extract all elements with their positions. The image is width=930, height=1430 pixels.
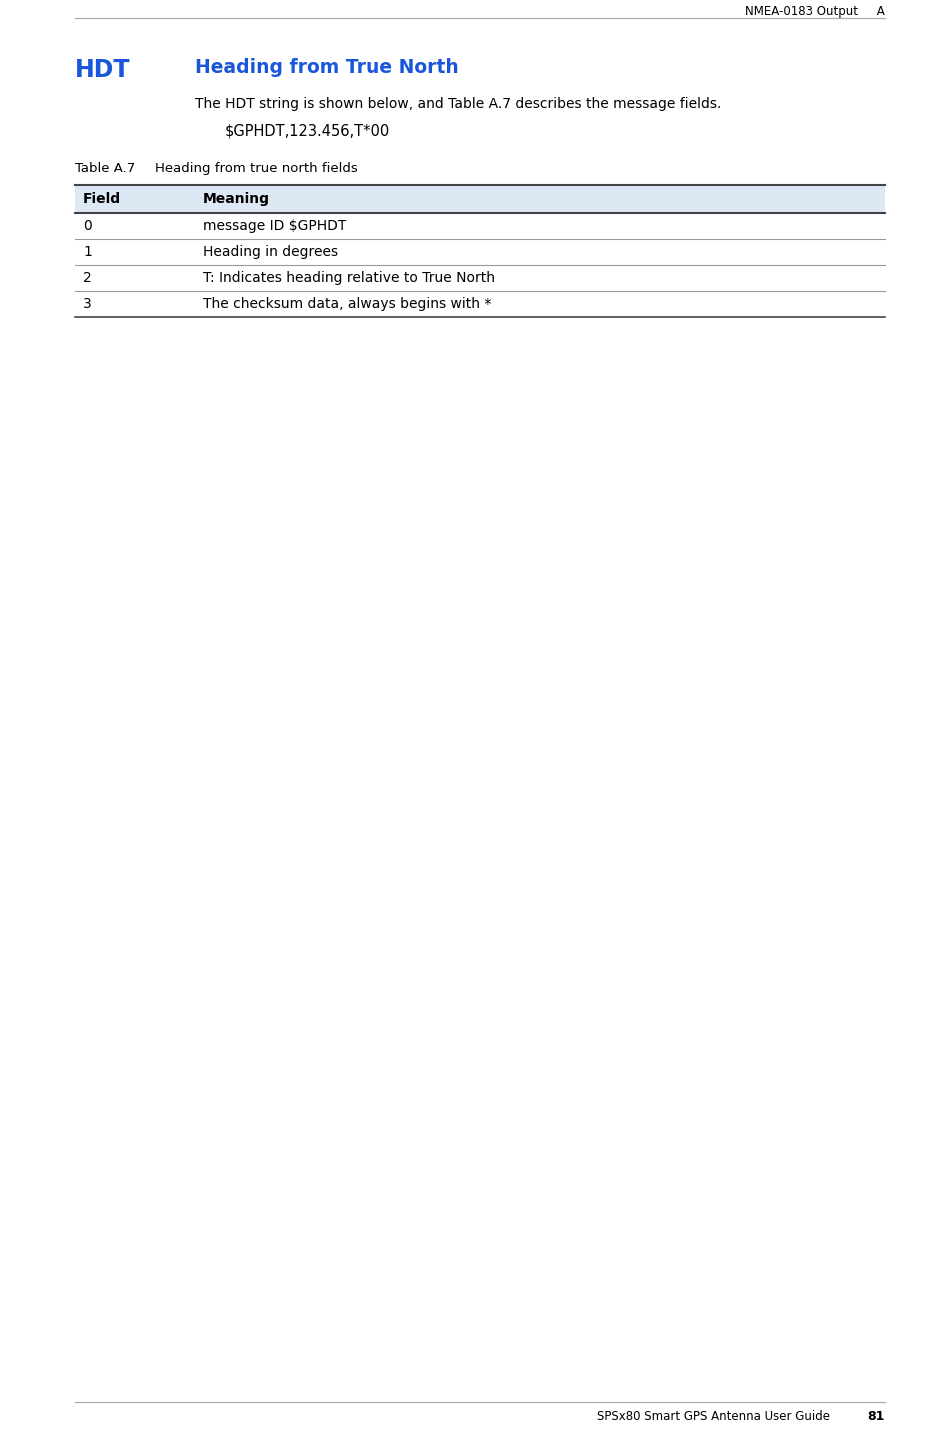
Text: Table A.7: Table A.7 [75, 162, 135, 174]
Text: 1: 1 [83, 245, 92, 259]
Text: Heading in degrees: Heading in degrees [203, 245, 339, 259]
Text: NMEA-0183 Output     A: NMEA-0183 Output A [745, 4, 885, 19]
Text: The HDT string is shown below, and Table A.7 describes the message fields.: The HDT string is shown below, and Table… [195, 97, 722, 112]
Text: HDT: HDT [75, 59, 130, 82]
Text: Heading from true north fields: Heading from true north fields [155, 162, 358, 174]
Text: The checksum data, always begins with *: The checksum data, always begins with * [203, 297, 491, 310]
Text: 2: 2 [83, 272, 92, 285]
Text: Heading from True North: Heading from True North [195, 59, 458, 77]
Bar [75, 184, 885, 213]
Text: Meaning: Meaning [203, 192, 270, 206]
Text: 0: 0 [83, 219, 92, 233]
Text: T: Indicates heading relative to True North: T: Indicates heading relative to True No… [203, 272, 495, 285]
Text: 3: 3 [83, 297, 92, 310]
Text: $GPHDT,123.456,T*00: $GPHDT,123.456,T*00 [225, 124, 391, 139]
Text: message ID $GPHDT: message ID $GPHDT [203, 219, 346, 233]
Text: Field: Field [83, 192, 121, 206]
Text: 81: 81 [868, 1410, 885, 1423]
Text: SPSx80 Smart GPS Antenna User Guide: SPSx80 Smart GPS Antenna User Guide [597, 1410, 830, 1423]
